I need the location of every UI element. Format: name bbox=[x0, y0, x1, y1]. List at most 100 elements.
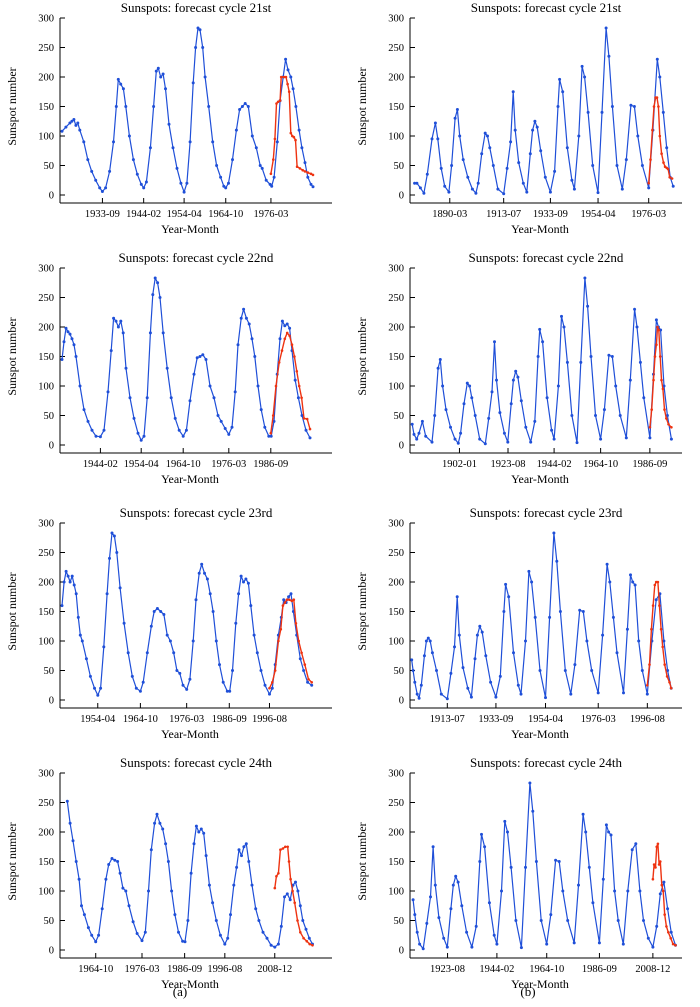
actual-point bbox=[572, 941, 576, 945]
forecast-point bbox=[305, 939, 309, 943]
actual-point bbox=[263, 425, 267, 429]
forecast-point bbox=[272, 158, 275, 161]
actual-point bbox=[253, 355, 257, 358]
actual-point bbox=[285, 892, 289, 896]
actual-point bbox=[483, 442, 487, 446]
actual-point bbox=[507, 595, 511, 599]
actual-point bbox=[238, 108, 242, 111]
x-axis-label: Year-Month bbox=[511, 727, 569, 741]
actual-point bbox=[587, 865, 591, 869]
actual-point bbox=[528, 152, 532, 156]
actual-point bbox=[609, 833, 613, 837]
x-tick-label: 1913-07 bbox=[430, 714, 465, 725]
actual-point bbox=[156, 66, 160, 70]
actual-point bbox=[232, 883, 236, 887]
actual-point bbox=[666, 669, 670, 672]
actual-point bbox=[64, 326, 68, 330]
actual-series-line bbox=[61, 27, 314, 193]
actual-point bbox=[433, 121, 437, 125]
actual-point bbox=[570, 178, 574, 182]
actual-point bbox=[272, 175, 276, 179]
actual-point bbox=[244, 316, 248, 320]
actual-point bbox=[119, 82, 123, 86]
actual-point bbox=[412, 432, 416, 436]
actual-point bbox=[453, 645, 456, 649]
actual-point bbox=[476, 181, 480, 185]
actual-point bbox=[620, 187, 624, 191]
actual-point bbox=[252, 633, 256, 637]
actual-point bbox=[124, 105, 128, 108]
actual-point bbox=[227, 432, 231, 436]
actual-point bbox=[461, 158, 465, 162]
forecast-point bbox=[268, 686, 271, 690]
actual-point bbox=[219, 419, 223, 423]
actual-point bbox=[70, 574, 74, 578]
y-axis-label: Sunspot number bbox=[5, 572, 19, 650]
actual-point bbox=[291, 87, 295, 91]
actual-point bbox=[255, 651, 259, 655]
forecast-point bbox=[299, 931, 302, 934]
actual-point bbox=[93, 686, 96, 690]
y-tick-label: 250 bbox=[38, 548, 54, 559]
actual-point bbox=[76, 615, 80, 619]
actual-point bbox=[100, 907, 104, 911]
actual-point bbox=[74, 592, 78, 596]
forecast-point bbox=[660, 378, 663, 382]
actual-point bbox=[310, 683, 314, 687]
actual-point bbox=[155, 812, 159, 816]
actual-point bbox=[618, 414, 622, 417]
actual-point bbox=[264, 178, 268, 182]
actual-point bbox=[580, 64, 584, 68]
actual-point bbox=[301, 919, 305, 922]
y-tick-label: 50 bbox=[394, 666, 405, 677]
forecast-point bbox=[661, 645, 664, 649]
actual-point bbox=[556, 105, 560, 108]
forecast-point bbox=[665, 675, 669, 678]
actual-point bbox=[581, 812, 585, 816]
actual-point bbox=[112, 140, 115, 144]
x-axis-label: Year-Month bbox=[161, 222, 219, 236]
forecast-point bbox=[657, 105, 660, 108]
actual-point bbox=[116, 77, 120, 81]
forecast-point bbox=[287, 90, 291, 94]
forecast-point bbox=[269, 431, 273, 435]
actual-point bbox=[184, 428, 188, 432]
y-tick-label: 150 bbox=[388, 857, 404, 868]
forecast-point bbox=[278, 99, 282, 102]
forecast-point bbox=[665, 925, 668, 928]
actual-point bbox=[456, 880, 460, 884]
actual-point bbox=[548, 615, 552, 619]
actual-point bbox=[614, 384, 618, 388]
actual-point bbox=[597, 941, 601, 945]
actual-point bbox=[586, 110, 590, 114]
actual-point bbox=[66, 330, 70, 334]
actual-point bbox=[437, 916, 441, 920]
actual-point bbox=[539, 149, 543, 153]
actual-point bbox=[527, 569, 531, 573]
y-tick-label: 250 bbox=[388, 798, 404, 809]
y-tick-label: 50 bbox=[44, 666, 55, 677]
actual-point bbox=[142, 186, 146, 190]
actual-point bbox=[531, 809, 535, 813]
actual-point bbox=[460, 904, 464, 908]
actual-point bbox=[211, 901, 215, 905]
actual-point bbox=[509, 865, 513, 869]
actual-point bbox=[90, 428, 94, 432]
actual-point bbox=[303, 161, 307, 165]
forecast-point bbox=[661, 387, 665, 391]
y-tick-label: 250 bbox=[388, 293, 404, 304]
forecast-point bbox=[652, 378, 655, 382]
actual-point bbox=[296, 889, 300, 893]
actual-point bbox=[259, 408, 263, 412]
actual-point bbox=[201, 353, 205, 357]
actual-point bbox=[530, 580, 534, 584]
actual-point bbox=[243, 102, 247, 105]
actual-point bbox=[269, 943, 273, 947]
actual-point bbox=[165, 366, 169, 370]
x-tick-label: 1944-02 bbox=[479, 964, 514, 975]
actual-point bbox=[425, 921, 429, 925]
actual-point bbox=[646, 936, 650, 940]
actual-point bbox=[107, 863, 111, 866]
actual-point bbox=[121, 886, 125, 890]
actual-point bbox=[589, 355, 593, 358]
